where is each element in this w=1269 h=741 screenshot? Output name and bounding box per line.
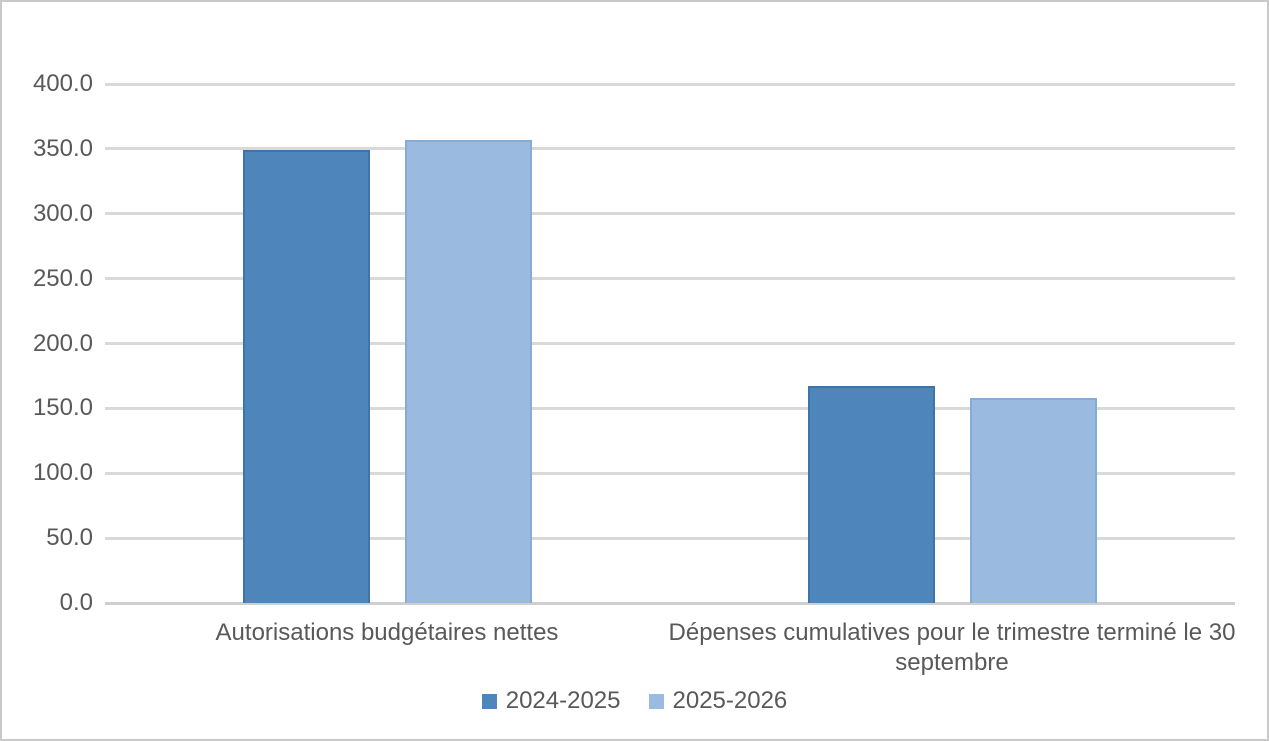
x-axis-line — [105, 601, 1235, 605]
legend-label: 2025-2026 — [672, 687, 788, 714]
gridline — [105, 82, 1235, 86]
bar-2025-2026-cat0 — [405, 140, 532, 603]
bar-2024-2025-cat1 — [808, 385, 935, 603]
legend-swatch-series-1 — [648, 693, 664, 709]
x-category-label: Autorisations budgétaires nettes — [215, 619, 559, 646]
gridline — [105, 277, 1235, 281]
gridline — [105, 471, 1235, 475]
legend-item: 2024-2025 — [481, 686, 621, 716]
legend-label: 2024-2025 — [505, 687, 621, 714]
y-tick-label: 250.0 — [32, 264, 93, 292]
gridline — [105, 147, 1235, 151]
y-axis: 0.0 50.0 100.0 150.0 200.0 250.0 300.0 350.0 400… — [2, 2, 93, 739]
plot-area — [105, 82, 1235, 605]
y-tick-label: 200.0 — [32, 329, 93, 357]
bar-2024-2025-cat0 — [243, 150, 370, 603]
y-tick-label: 0.0 — [59, 589, 93, 616]
x-category-label: Dépenses cumulatives pour le trimestre t… — [668, 619, 1236, 676]
legend-swatch-series-0 — [481, 693, 497, 709]
y-tick-label: 300.0 — [32, 199, 93, 227]
y-tick-label: 50.0 — [46, 524, 93, 552]
legend: 2024-2025 2025-2026 — [2, 686, 1267, 716]
gridline — [105, 212, 1235, 216]
bar-2025-2026-cat1 — [970, 398, 1097, 603]
y-tick-label: 400.0 — [32, 70, 93, 97]
y-tick-label: 100.0 — [32, 459, 93, 487]
y-tick-label: 350.0 — [32, 134, 93, 162]
gridline — [105, 342, 1235, 345]
legend-item: 2025-2026 — [648, 686, 788, 716]
gridline — [105, 406, 1235, 410]
x-axis: Autorisations budgétaires nettes Dépense… — [2, 618, 1267, 680]
y-tick-label: 150.0 — [32, 394, 93, 422]
gridline — [105, 536, 1235, 540]
